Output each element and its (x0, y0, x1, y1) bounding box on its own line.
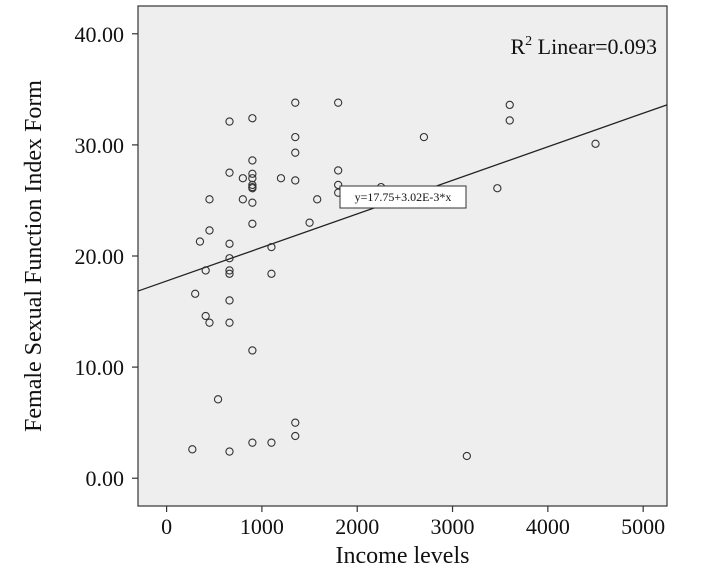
data-point (225, 266, 234, 275)
data-point (213, 395, 223, 404)
equation-box (339, 185, 467, 209)
equation-label: y=17.75+3.02E-3*x (355, 190, 452, 204)
data-point (205, 226, 214, 235)
data-point (462, 451, 471, 461)
data-point (334, 166, 343, 175)
data-point (248, 156, 257, 165)
data-point (291, 98, 300, 107)
data-point (195, 237, 205, 246)
data-point (291, 431, 300, 441)
data-point (248, 219, 257, 228)
x-tick-label: 5000 (621, 514, 665, 539)
data-point (334, 98, 343, 107)
x-tick-label: 0 (161, 514, 172, 539)
data-point (291, 132, 300, 142)
data-point (201, 311, 210, 321)
data-point (205, 195, 214, 204)
data-point (248, 114, 257, 123)
data-point (225, 296, 234, 305)
data-point (205, 318, 214, 327)
x-tick-label: 2000 (335, 514, 379, 539)
data-point (305, 218, 314, 227)
x-tick-label: 4000 (526, 514, 570, 539)
x-tick-label: 1000 (240, 514, 284, 539)
data-point (225, 254, 234, 263)
y-axis-title: Female Sexual Function Index Form (21, 80, 47, 432)
data-point (248, 438, 257, 447)
data-point (248, 198, 257, 207)
x-axis-title: Income levels (336, 543, 470, 569)
y-tick-label: 30.00 (75, 133, 125, 158)
data-point (291, 176, 300, 185)
data-point (493, 184, 502, 193)
data-point (505, 100, 514, 110)
data-point (248, 182, 257, 192)
y-tick-label: 20.00 (75, 244, 125, 269)
y-tick-label: 0.00 (86, 466, 125, 491)
x-tick-label: 3000 (431, 514, 475, 539)
plot-area (137, 5, 668, 507)
data-point (291, 148, 300, 157)
data-point (267, 438, 276, 447)
data-point (188, 445, 197, 454)
y-tick-label: 10.00 (75, 355, 125, 380)
data-point (248, 169, 257, 178)
data-point (291, 418, 300, 427)
data-point (248, 346, 257, 355)
data-point (276, 174, 286, 183)
data-point (225, 239, 234, 248)
data-point (191, 289, 200, 298)
data-point (225, 269, 234, 278)
data-point (313, 195, 322, 204)
data-point (225, 447, 234, 456)
y-tick-label: 40.00 (75, 22, 125, 47)
data-point (201, 266, 210, 275)
data-point (225, 168, 234, 177)
data-point (225, 117, 234, 126)
data-point (267, 242, 276, 252)
r2-label: R2 Linear=0.093 (510, 34, 657, 59)
data-point (225, 318, 234, 327)
data-point (591, 139, 600, 148)
data-point (238, 195, 247, 204)
data-point (238, 174, 247, 183)
data-point (419, 132, 429, 142)
data-point (505, 116, 514, 125)
data-point (248, 174, 257, 183)
data-point (334, 180, 343, 190)
data-point (267, 269, 276, 278)
